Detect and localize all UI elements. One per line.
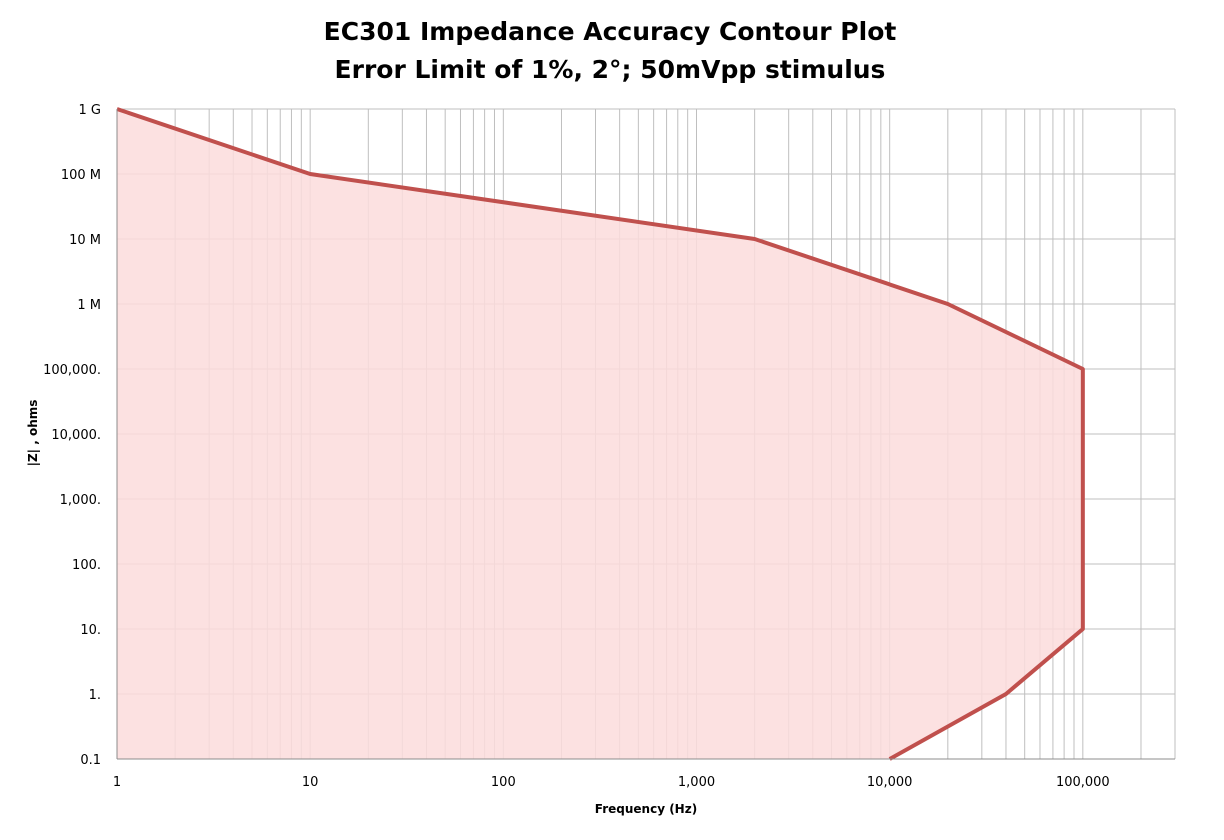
chart-subtitle: Error Limit of 1%, 2°; 50mVpp stimulus xyxy=(335,55,886,84)
x-tick-label: 100,000 xyxy=(1056,775,1110,790)
x-axis-ticks: 1 10 100 1,000 10,000 100,000 xyxy=(113,775,1110,790)
y-tick-label: 100,000. xyxy=(43,363,101,378)
x-tick-label: 1,000 xyxy=(678,775,715,790)
y-tick-label: 10,000. xyxy=(51,428,101,443)
series-line xyxy=(116,107,1085,761)
y-tick-label: 10. xyxy=(80,623,101,638)
axes-frame xyxy=(116,109,1175,760)
x-tick-label: 100 xyxy=(491,775,516,790)
y-tick-label: 10 M xyxy=(69,233,101,248)
y-tick-label: 1. xyxy=(89,688,101,703)
y-tick-label: 1,000. xyxy=(60,493,101,508)
y-tick-label: 0.1 xyxy=(80,753,101,768)
area-fill xyxy=(117,109,1083,759)
x-tick-label: 10 xyxy=(302,775,319,790)
y-tick-label: 100 M xyxy=(61,168,101,183)
y-tick-label: 1 M xyxy=(77,298,101,313)
y-tick-label: 1 G xyxy=(79,103,101,118)
x-tick-label: 1 xyxy=(113,775,121,790)
y-axis-ticks: 1 G 100 M 10 M 1 M 100,000. 10,000. 1,000. 100.… xyxy=(43,103,101,768)
chart-title: EC301 Impedance Accuracy Contour Plot xyxy=(324,17,897,46)
y-axis-label: |Z| , ohms xyxy=(26,400,40,467)
x-axis-label: Frequency (Hz) xyxy=(595,802,697,816)
y-tick-label: 100. xyxy=(72,558,101,573)
plot-area xyxy=(116,107,1085,761)
x-tick-label: 10,000 xyxy=(867,775,913,790)
